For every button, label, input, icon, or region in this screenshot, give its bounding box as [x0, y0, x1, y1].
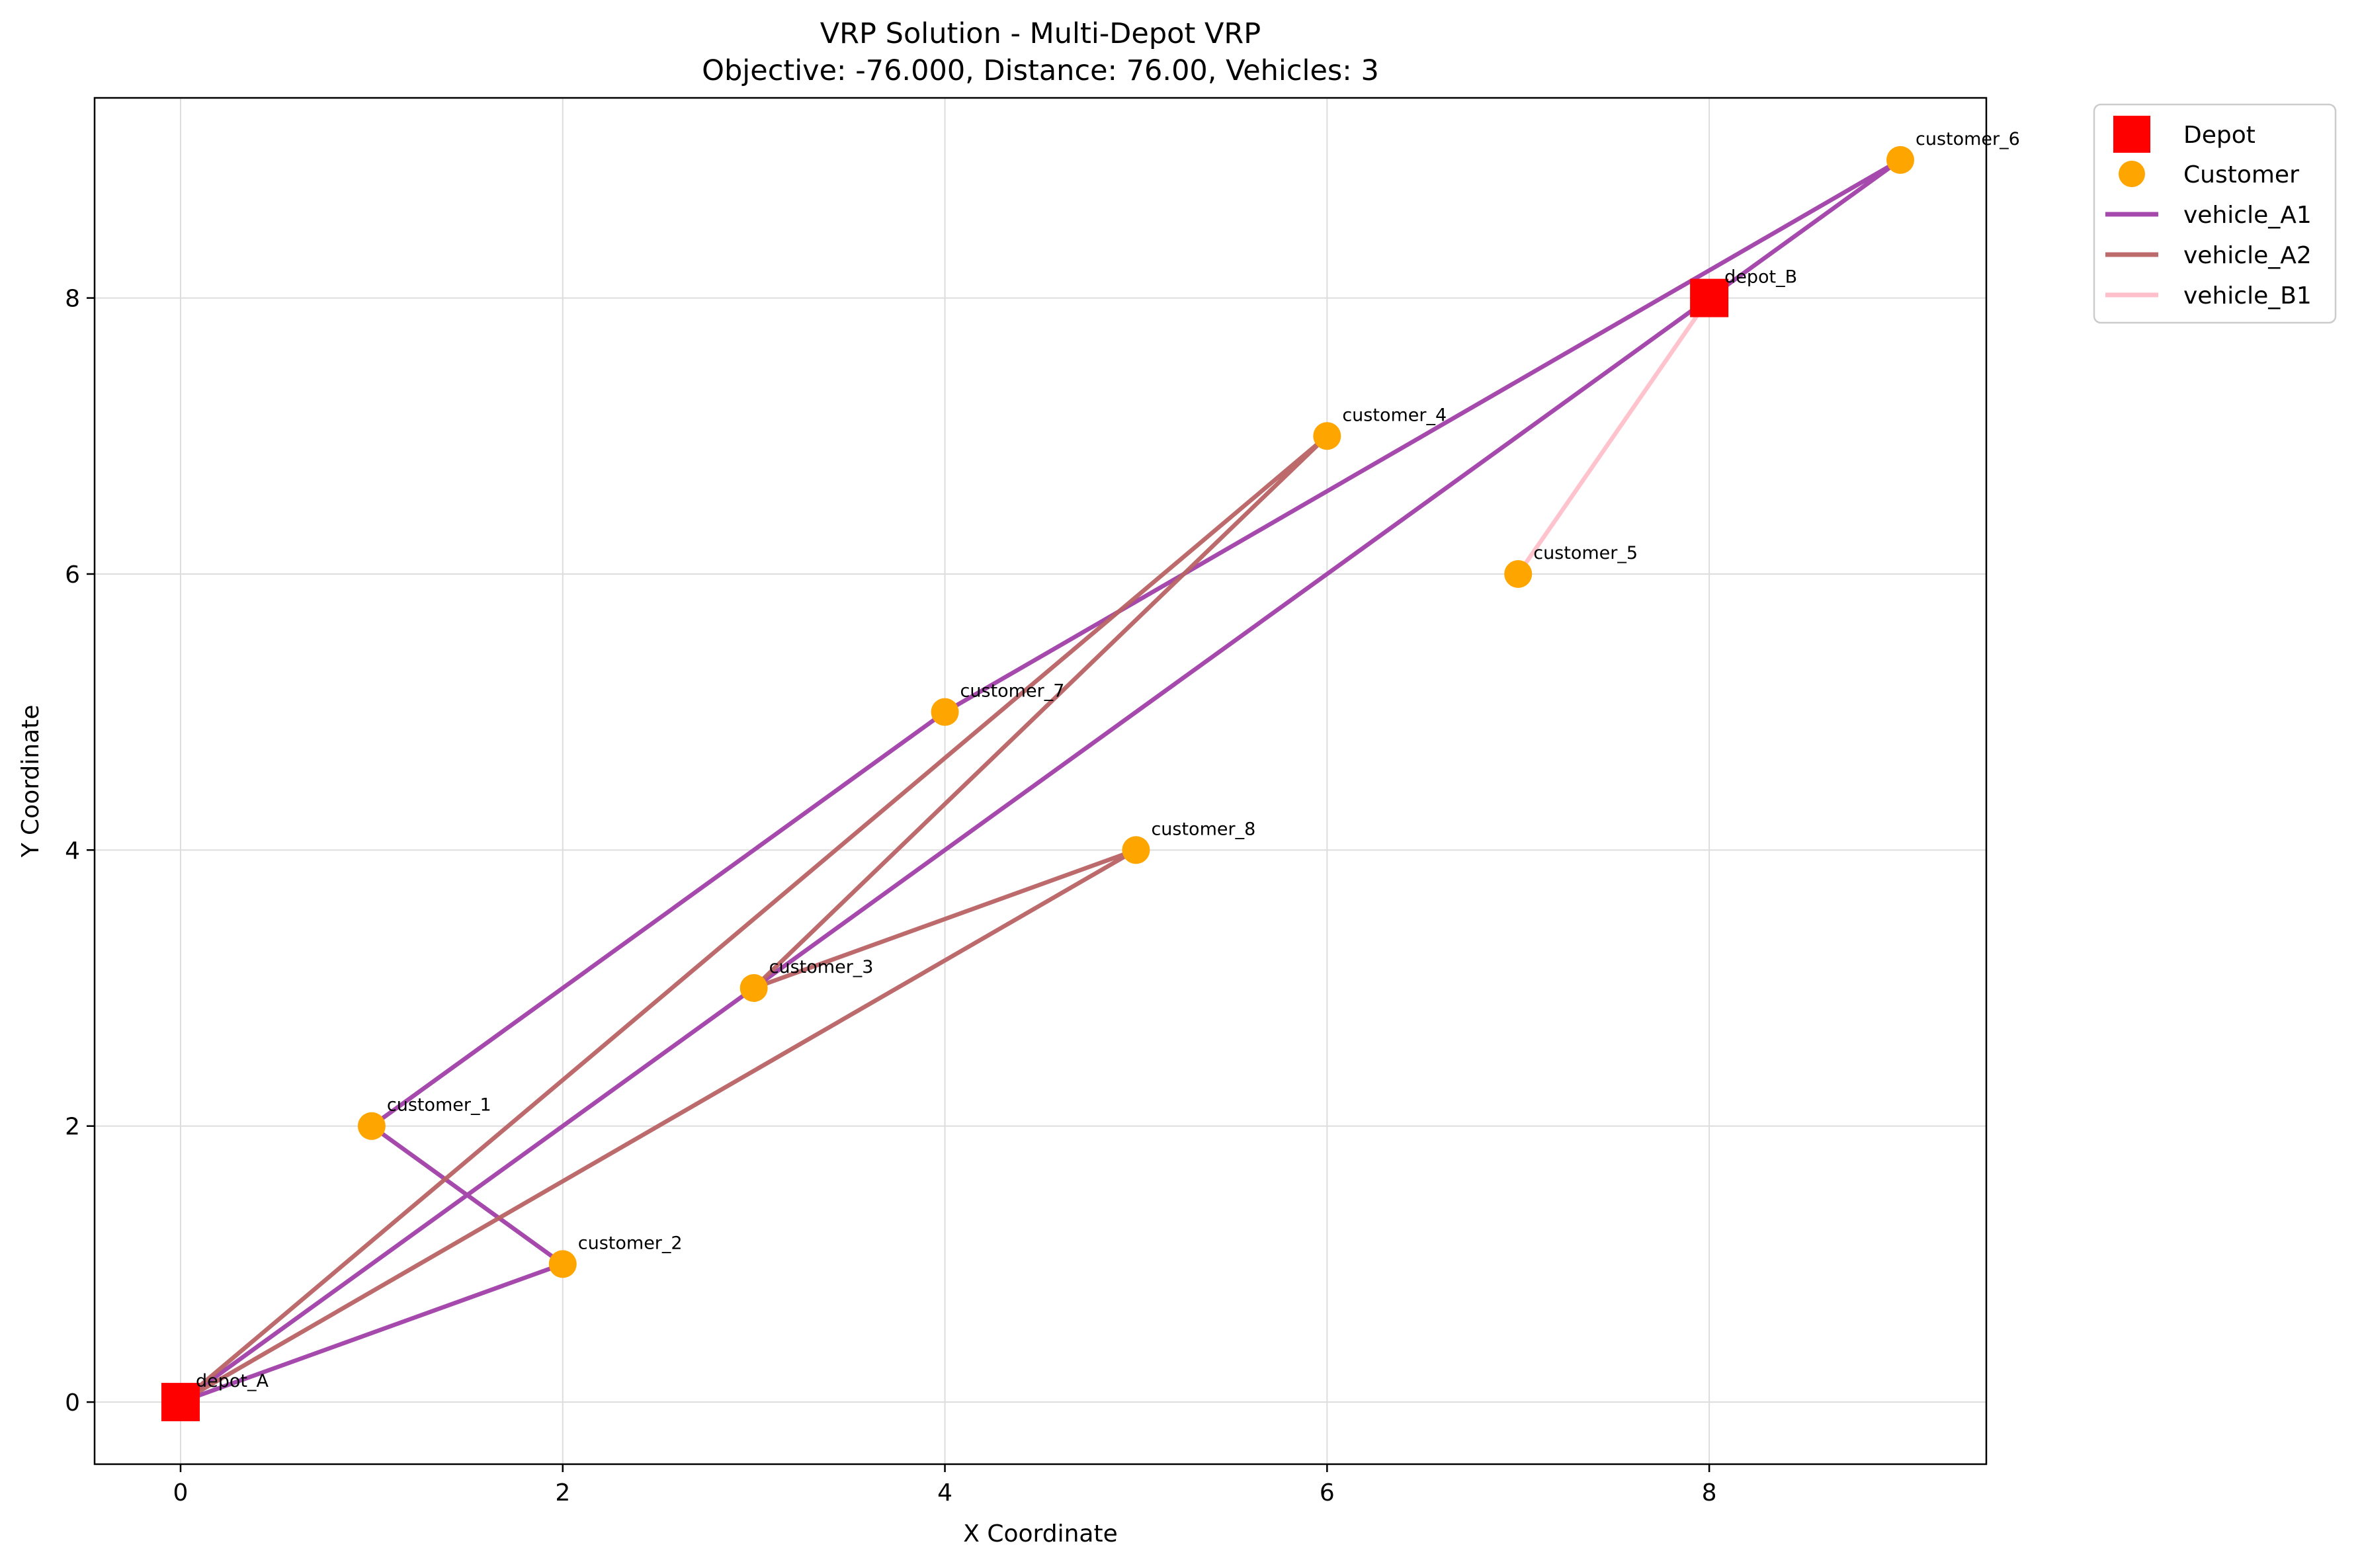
x-tick-label: 4: [937, 1479, 952, 1506]
customer-point-6: [1886, 145, 1914, 174]
y-tick-label: 6: [65, 561, 80, 589]
x-tick-label: 0: [173, 1479, 189, 1506]
y-tick-label: 8: [65, 286, 80, 313]
customer-point-1: [357, 1112, 386, 1140]
customer-label-4: customer_4: [1342, 405, 1447, 425]
x-tick-label: 2: [555, 1479, 570, 1506]
legend-marker-depot: [2113, 116, 2150, 153]
legend-label-customer: Customer: [2183, 161, 2299, 188]
y-tick-label: 0: [65, 1389, 80, 1417]
legend-label-depot: Depot: [2183, 122, 2256, 149]
depot-label-a: depot_A: [196, 1371, 269, 1391]
customer-label-1: customer_1: [387, 1095, 491, 1116]
customer-point-5: [1504, 559, 1533, 588]
customer-point-4: [1313, 422, 1341, 450]
chart-subtitle: Objective: -76.000, Distance: 76.00, Veh…: [702, 54, 1379, 87]
depot-label-b: depot_B: [1724, 267, 1797, 288]
axis-ticks: 0 2 4 6 8 0 2 4 6 8: [65, 286, 1716, 1506]
customer-point-8: [1122, 836, 1150, 864]
y-tick-label: 2: [65, 1114, 80, 1141]
legend-label-vehicle-a1: vehicle_A1: [2183, 202, 2312, 229]
plot-frame: [93, 97, 1988, 1465]
customer-label-3: customer_3: [769, 957, 874, 977]
legend-frame: [2093, 103, 2337, 324]
customer-label-6: customer_6: [1916, 129, 2020, 149]
y-tick-label: 4: [65, 837, 80, 864]
legend-label-vehicle-a2: vehicle_A2: [2183, 242, 2312, 269]
depot-marker-a: [161, 1383, 200, 1422]
route-points: [161, 145, 1914, 1422]
customer-label-5: customer_5: [1533, 543, 1638, 563]
customer-label-2: customer_2: [578, 1233, 683, 1253]
legend-label-vehicle-b1: vehicle_B1: [2183, 282, 2312, 309]
x-tick-label: 8: [1702, 1479, 1717, 1506]
grid: [95, 98, 1986, 1464]
customer-point-2: [548, 1250, 577, 1278]
chart-title: VRP Solution - Multi-Depot VRP: [820, 17, 1261, 50]
x-tick-label: 6: [1320, 1479, 1335, 1506]
point-labels: customer_1 customer_2 customer_3 customer_4…: [196, 129, 2020, 1391]
legend: Depot Customer vehicle_A1 vehicle_A2 veh…: [2093, 103, 2337, 324]
x-axis-label: X Coordinate: [963, 1520, 1117, 1547]
customer-label-7: customer_7: [960, 681, 1065, 702]
depot-marker-b: [1690, 278, 1729, 317]
legend-marker-customer: [2119, 161, 2145, 187]
customer-point-7: [931, 698, 959, 726]
customer-label-8: customer_8: [1151, 819, 1255, 839]
customer-point-3: [739, 974, 768, 1003]
y-axis-label: Y Coordinate: [17, 705, 44, 858]
